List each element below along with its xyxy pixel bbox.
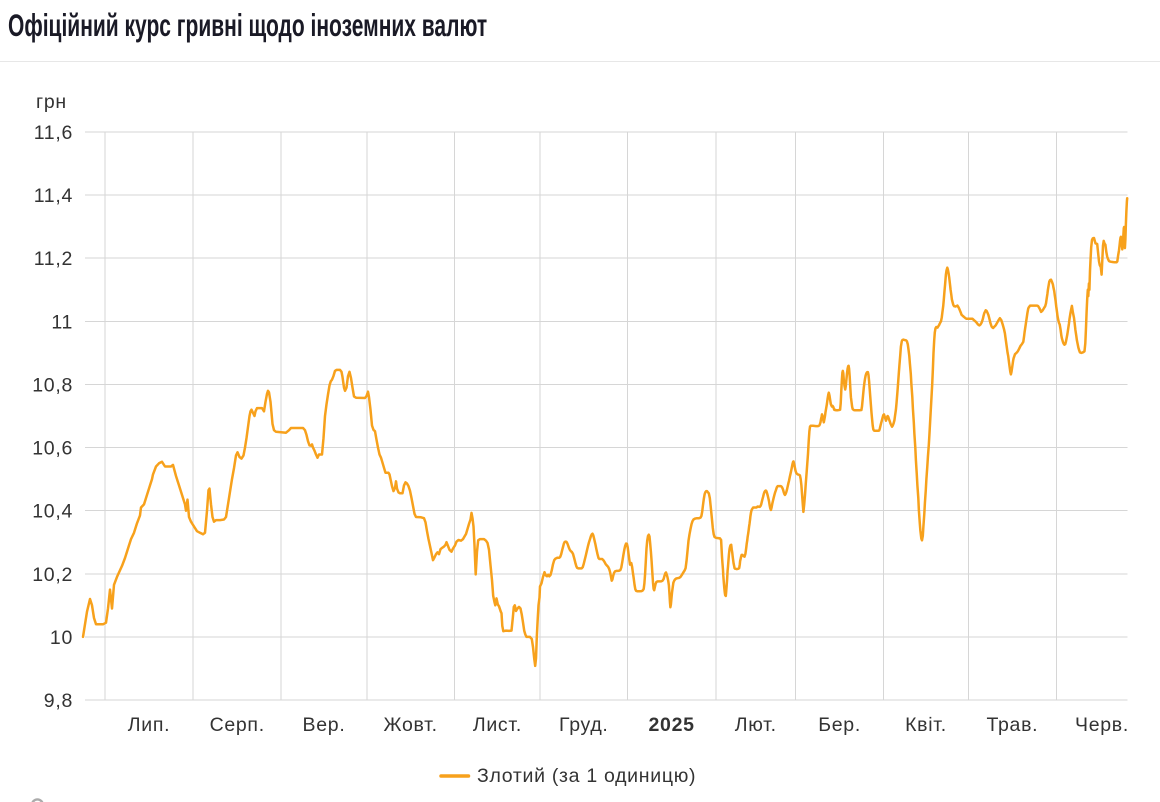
svg-text:11,6: 11,6 bbox=[34, 122, 73, 144]
svg-text:Черв.: Черв. bbox=[1075, 714, 1129, 736]
svg-text:Злотий (за 1 одиницю): Злотий (за 1 одиницю) bbox=[477, 765, 696, 787]
svg-text:Лют.: Лют. bbox=[735, 714, 777, 736]
svg-text:10,4: 10,4 bbox=[32, 501, 73, 523]
svg-text:Груд.: Груд. bbox=[559, 714, 609, 736]
svg-text:11,4: 11,4 bbox=[34, 185, 73, 207]
svg-text:Лист.: Лист. bbox=[473, 714, 522, 736]
svg-text:Трав.: Трав. bbox=[987, 714, 1039, 736]
svg-text:Серп.: Серп. bbox=[210, 714, 265, 736]
svg-text:Жовт.: Жовт. bbox=[383, 714, 437, 736]
svg-text:10: 10 bbox=[50, 627, 73, 649]
svg-text:Лип.: Лип. bbox=[128, 714, 170, 736]
svg-text:Бер.: Бер. bbox=[818, 714, 861, 736]
svg-text:11: 11 bbox=[51, 311, 73, 333]
svg-text:Вер.: Вер. bbox=[303, 714, 346, 736]
svg-text:10,2: 10,2 bbox=[32, 564, 73, 586]
svg-text:10,6: 10,6 bbox=[32, 438, 73, 460]
svg-text:грн: грн bbox=[36, 91, 67, 113]
svg-text:Квіт.: Квіт. bbox=[905, 714, 947, 736]
svg-text:11,2: 11,2 bbox=[34, 248, 73, 270]
svg-text:2025: 2025 bbox=[649, 714, 695, 736]
svg-text:9,8: 9,8 bbox=[44, 690, 73, 712]
svg-text:10,8: 10,8 bbox=[32, 374, 73, 396]
